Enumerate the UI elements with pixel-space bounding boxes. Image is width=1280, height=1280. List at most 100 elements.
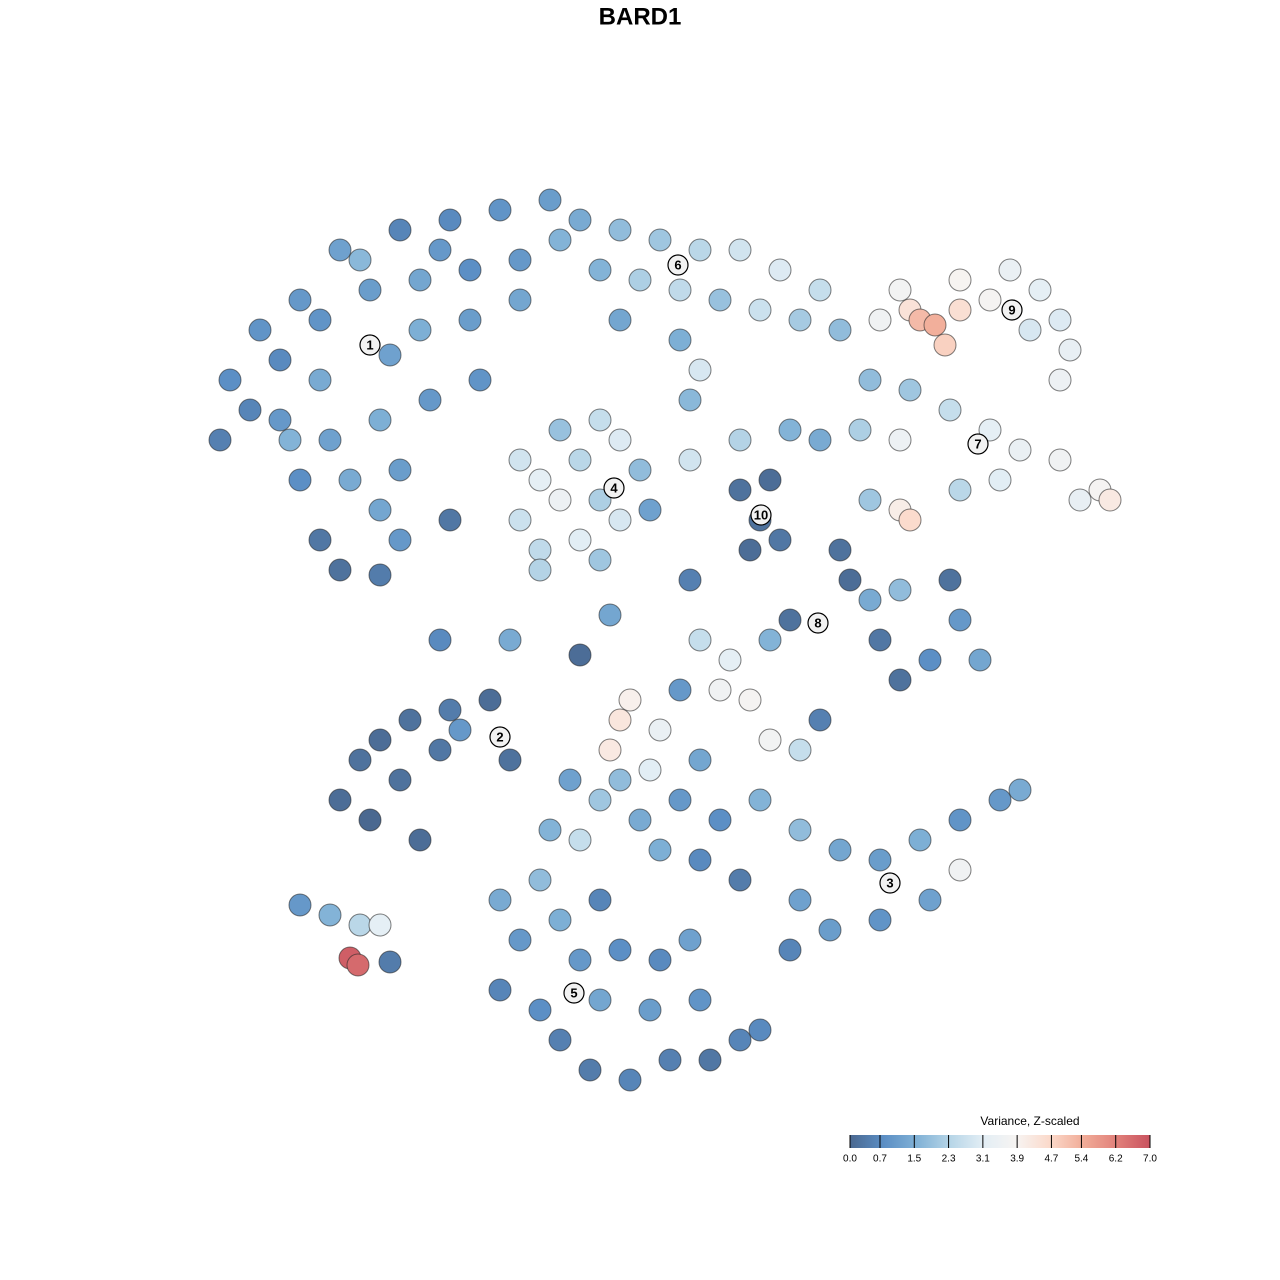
point — [1018, 318, 1042, 342]
cluster-label-badge — [1001, 299, 1023, 321]
point — [888, 668, 912, 692]
point — [648, 948, 672, 972]
colorbar-title: Variance, Z-scaled — [980, 1114, 1079, 1128]
point — [923, 313, 947, 337]
cluster-label: 10 — [754, 507, 768, 522]
colorbar-tick-label: 0.7 — [873, 1154, 887, 1165]
point — [348, 748, 372, 772]
point — [648, 228, 672, 252]
point — [978, 418, 1002, 442]
point — [318, 903, 342, 927]
point — [368, 728, 392, 752]
point — [898, 508, 922, 532]
colorbar-tick-label: 7.0 — [1143, 1154, 1157, 1165]
cluster-labels: 1 2 3 4 5 6 7 8 9 10 — [359, 254, 1023, 1004]
cluster-label-badge — [750, 504, 772, 526]
point — [938, 568, 962, 592]
point — [508, 448, 532, 472]
point — [428, 738, 452, 762]
point — [948, 478, 972, 502]
point — [728, 1028, 752, 1052]
point — [858, 588, 882, 612]
point — [698, 1048, 722, 1072]
point — [948, 608, 972, 632]
point — [728, 868, 752, 892]
point — [378, 950, 402, 974]
point — [528, 558, 552, 582]
colorbar-tick-label: 4.7 — [1044, 1154, 1058, 1165]
point — [598, 603, 622, 627]
point — [488, 978, 512, 1002]
point — [308, 308, 332, 332]
point — [648, 718, 672, 742]
point — [568, 948, 592, 972]
point — [608, 218, 632, 242]
point — [618, 1068, 642, 1092]
point — [278, 428, 302, 452]
point — [948, 268, 972, 292]
point — [588, 988, 612, 1012]
point — [548, 228, 572, 252]
colorbar-tick-label: 5.4 — [1074, 1154, 1088, 1165]
cluster-label: 2 — [496, 729, 503, 744]
point — [1068, 488, 1092, 512]
point — [508, 928, 532, 952]
point — [508, 508, 532, 532]
point — [408, 828, 432, 852]
point — [808, 708, 832, 732]
colorbar-tick-label: 2.3 — [942, 1154, 956, 1165]
point — [788, 818, 812, 842]
point — [858, 368, 882, 392]
point — [608, 428, 632, 452]
cluster-label: 1 — [366, 337, 373, 352]
point — [708, 288, 732, 312]
point — [738, 688, 762, 712]
point — [368, 408, 392, 432]
point — [768, 258, 792, 282]
point — [288, 288, 312, 312]
point — [688, 848, 712, 872]
point — [808, 278, 832, 302]
point — [628, 458, 652, 482]
point — [738, 538, 762, 562]
point — [538, 188, 562, 212]
point — [388, 458, 412, 482]
point — [618, 688, 642, 712]
cluster-label-badge — [489, 726, 511, 748]
point — [508, 248, 532, 272]
point — [488, 198, 512, 222]
cluster-label: 6 — [674, 257, 681, 272]
point — [668, 328, 692, 352]
point — [758, 468, 782, 492]
point — [548, 488, 572, 512]
cluster-label: 3 — [886, 875, 893, 890]
point — [758, 728, 782, 752]
point — [748, 1018, 772, 1042]
point — [778, 608, 802, 632]
point — [268, 408, 292, 432]
point — [478, 688, 502, 712]
point — [1028, 278, 1052, 302]
point — [868, 628, 892, 652]
point — [988, 788, 1012, 812]
point — [346, 953, 370, 977]
point — [588, 408, 612, 432]
point — [438, 698, 462, 722]
point — [288, 893, 312, 917]
cluster-label: 7 — [974, 436, 981, 451]
point — [988, 468, 1012, 492]
colorbar-tick-label: 0.0 — [843, 1154, 857, 1165]
point — [678, 928, 702, 952]
point — [748, 788, 772, 812]
point — [528, 468, 552, 492]
point — [678, 568, 702, 592]
point — [568, 643, 592, 667]
point — [308, 528, 332, 552]
point — [858, 488, 882, 512]
point — [948, 808, 972, 832]
point — [788, 738, 812, 762]
point — [898, 378, 922, 402]
cluster-label-badge — [667, 254, 689, 276]
point — [388, 768, 412, 792]
